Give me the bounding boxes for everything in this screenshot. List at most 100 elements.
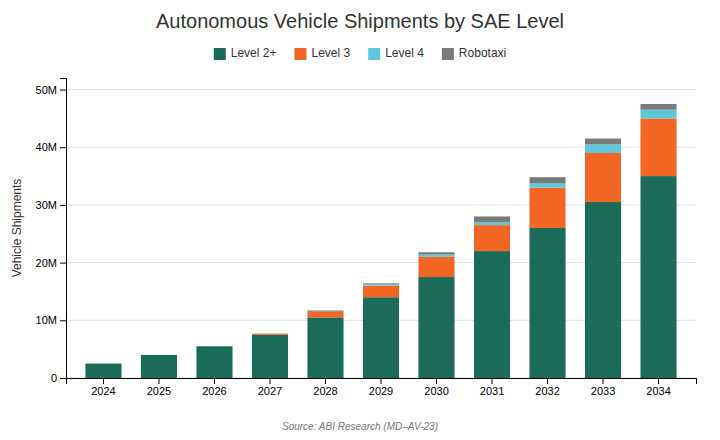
bar xyxy=(640,104,676,110)
bar xyxy=(363,297,399,378)
bar-series xyxy=(252,118,677,334)
x-tick: 2027 xyxy=(258,378,282,397)
legend-item: Level 2+ xyxy=(214,46,277,60)
x-tick-label: 2026 xyxy=(202,385,226,397)
legend-swatch xyxy=(368,48,380,60)
legend-label: Robotaxi xyxy=(459,46,506,60)
bar xyxy=(640,176,676,378)
bar xyxy=(418,255,454,257)
x-tick-label: 2025 xyxy=(147,385,171,397)
x-tick: 2034 xyxy=(646,378,670,397)
x-tick-mark xyxy=(547,378,548,384)
bar xyxy=(529,228,565,378)
y-tick-mark xyxy=(60,378,66,379)
title: Autonomous Vehicle Shipments by SAE Leve… xyxy=(156,10,564,32)
y-axis-title: Vehicle Shipments xyxy=(10,179,24,278)
bar xyxy=(85,364,121,378)
x-tick-mark xyxy=(103,378,104,384)
legend-swatch xyxy=(442,48,454,60)
bar xyxy=(196,346,232,347)
legend: Level 2+ Level 3 Level 4 Robotaxi xyxy=(214,46,506,60)
y-tick-mark xyxy=(60,263,66,264)
y-tick-mark xyxy=(60,147,66,148)
y-tick-mark xyxy=(60,90,66,91)
x-tick-label: 2030 xyxy=(424,385,448,397)
x-tick: 2028 xyxy=(313,378,337,397)
y-axis: 0 10M 20M 30M 40M 50M xyxy=(36,79,67,385)
bar xyxy=(141,355,177,378)
chart: 2024 2025 2026 2027 2028 2029 2030 2031 2032 2033… xyxy=(0,0,720,440)
bar xyxy=(307,311,343,312)
y-tick-mark xyxy=(60,320,66,321)
x-tick: 2024 xyxy=(91,378,115,397)
bar xyxy=(85,363,121,364)
bar xyxy=(196,346,232,347)
y-tick: 30M xyxy=(36,199,66,211)
bar xyxy=(363,283,399,284)
x-tick-label: 2024 xyxy=(91,385,115,397)
x-tick-mark xyxy=(436,378,437,384)
x-tick-label: 2031 xyxy=(480,385,504,397)
x-tick: 2031 xyxy=(480,378,504,397)
bar xyxy=(418,252,454,254)
bar xyxy=(529,183,565,188)
bar xyxy=(252,333,288,334)
bar xyxy=(252,334,288,335)
x-tick: 2030 xyxy=(424,378,448,397)
bar xyxy=(418,277,454,378)
legend-label: Level 2+ xyxy=(231,46,277,60)
x-tick-mark xyxy=(269,378,270,384)
y-tick-label: 0 xyxy=(51,372,57,384)
x-axis-line xyxy=(67,379,697,385)
y-tick-label: 10M xyxy=(36,314,57,326)
x-tick-mark xyxy=(603,378,604,384)
bar xyxy=(196,346,232,378)
bar xyxy=(252,333,288,334)
x-tick-mark xyxy=(381,378,382,384)
bar-series xyxy=(85,176,676,378)
x-axis: 2024 2025 2026 2027 2028 2029 2030 2031 2032 2033… xyxy=(67,378,697,397)
x-tick-label: 2034 xyxy=(646,385,670,397)
bar xyxy=(418,257,454,277)
y-tick-label: 20M xyxy=(36,257,57,269)
bar xyxy=(640,118,676,176)
grid-line xyxy=(66,89,696,90)
x-tick-label: 2032 xyxy=(535,385,559,397)
bar xyxy=(85,363,121,364)
y-tick-label: 30M xyxy=(36,199,57,211)
bars xyxy=(85,104,676,378)
x-tick-label: 2027 xyxy=(258,385,282,397)
y-tick-label: 50M xyxy=(36,84,57,96)
legend-swatch xyxy=(294,48,306,60)
legend-label: Level 3 xyxy=(311,46,350,60)
x-tick-mark xyxy=(492,378,493,384)
x-tick-mark xyxy=(214,378,215,384)
grid xyxy=(66,90,696,378)
bar xyxy=(363,285,399,286)
y-tick: 0 xyxy=(51,372,66,384)
x-tick-mark xyxy=(325,378,326,384)
bar xyxy=(363,286,399,298)
bar xyxy=(252,335,288,378)
legend-item: Level 4 xyxy=(368,46,424,60)
bar xyxy=(474,225,510,251)
y-tick: 50M xyxy=(36,84,66,96)
bar xyxy=(585,202,621,378)
bar xyxy=(585,144,621,153)
y-tick: 40M xyxy=(36,141,66,153)
bar xyxy=(640,110,676,119)
x-tick: 2026 xyxy=(202,378,226,397)
bar xyxy=(141,354,177,355)
x-tick-label: 2033 xyxy=(591,385,615,397)
bar-series xyxy=(307,104,676,312)
y-tick-mark xyxy=(60,205,66,206)
x-tick-label: 2029 xyxy=(369,385,393,397)
bar xyxy=(141,354,177,355)
x-tick: 2033 xyxy=(591,378,615,397)
legend-item: Level 3 xyxy=(294,46,350,60)
bar xyxy=(307,311,343,312)
bar xyxy=(196,346,232,347)
bar xyxy=(141,354,177,355)
bar xyxy=(585,139,621,145)
x-tick-mark xyxy=(658,378,659,384)
